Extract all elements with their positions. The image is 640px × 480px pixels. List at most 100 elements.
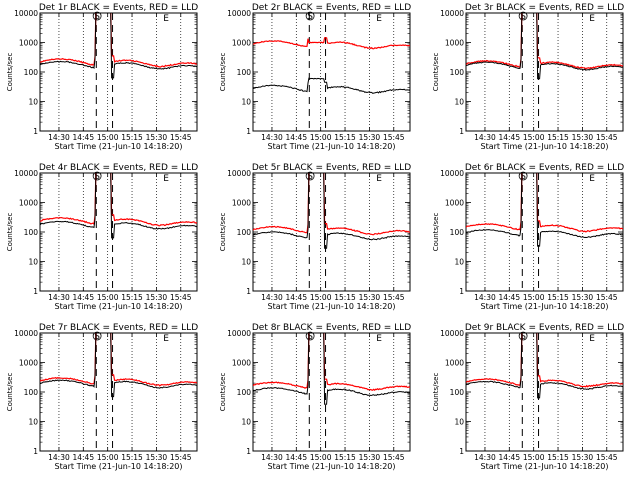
x-tick-label: 15:30 xyxy=(146,293,168,302)
end-marker-label: E xyxy=(376,14,382,24)
start-marker-label: S xyxy=(520,332,526,342)
y-tick-label: 100 xyxy=(237,68,252,77)
x-tick-label: 15:15 xyxy=(121,293,143,302)
start-marker-circle xyxy=(305,11,315,21)
x-tick-label: 15:15 xyxy=(547,453,569,462)
end-marker-label: E xyxy=(376,174,382,184)
y-tick-label: 1 xyxy=(33,447,38,456)
panel-det-7: Det 7r BLACK = Events, RED = LLD 1 10 100 10… xyxy=(6,323,198,471)
y-tick-label: 10000 xyxy=(440,329,464,338)
x-tick-label: 14:45 xyxy=(498,453,520,462)
x-tick-label: 15:00 xyxy=(310,293,332,302)
x-tick-label: 15:00 xyxy=(523,293,545,302)
y-tick-label: 1000 xyxy=(445,39,464,48)
start-marker-label: S xyxy=(94,12,100,22)
panel-det-8: Det 8r BLACK = Events, RED = LLD 1 10 100 10… xyxy=(219,323,411,471)
y-tick-label: 1 xyxy=(459,447,464,456)
y-tick-label: 100 xyxy=(450,68,465,77)
y-axis-label: Counts/sec xyxy=(219,213,227,252)
y-tick-label: 10000 xyxy=(440,169,464,178)
y-tick-label: 1000 xyxy=(19,199,38,208)
panel-title: Det 1r BLACK = Events, RED = LLD xyxy=(39,3,198,13)
y-tick-label: 100 xyxy=(24,228,39,237)
x-tick-label: 14:30 xyxy=(474,453,496,462)
y-tick-label: 1000 xyxy=(445,359,464,368)
events-series-line xyxy=(253,173,410,249)
y-axis-label: Counts/sec xyxy=(432,53,440,92)
x-axis-label: Start Time (21-Jun-10 14:18:20) xyxy=(481,142,609,151)
y-tick-label: 10 xyxy=(241,98,251,107)
y-tick-label: 1000 xyxy=(232,199,251,208)
start-marker-circle xyxy=(305,171,315,181)
events-series-line xyxy=(253,333,410,405)
x-tick-label: 15:45 xyxy=(383,133,405,142)
x-axis-label: Start Time (21-Jun-10 14:18:20) xyxy=(268,142,396,151)
y-tick-label: 1 xyxy=(246,447,251,456)
y-tick-label: 1000 xyxy=(232,359,251,368)
x-tick-label: 15:15 xyxy=(334,453,356,462)
y-tick-label: 1 xyxy=(459,287,464,296)
x-tick-label: 15:30 xyxy=(572,453,594,462)
y-axis-label: Counts/sec xyxy=(6,213,14,252)
panel-title: Det 6r BLACK = Events, RED = LLD xyxy=(465,163,624,173)
panel-det-9: Det 9r BLACK = Events, RED = LLD 1 10 100 10… xyxy=(432,323,624,471)
x-tick-label: 14:45 xyxy=(498,293,520,302)
events-series-line xyxy=(466,13,623,80)
y-tick-label: 10 xyxy=(28,258,38,267)
x-axis-label: Start Time (21-Jun-10 14:18:20) xyxy=(481,302,609,311)
x-tick-label: 14:45 xyxy=(72,293,94,302)
x-tick-label: 15:00 xyxy=(97,133,119,142)
x-tick-label: 14:45 xyxy=(498,133,520,142)
lld-series-line xyxy=(466,13,623,70)
lld-series-line xyxy=(466,333,623,388)
plot-frame xyxy=(252,12,411,132)
start-marker-label: S xyxy=(520,12,526,22)
x-tick-label: 15:45 xyxy=(596,453,618,462)
events-series-line xyxy=(466,173,623,247)
lld-series-line xyxy=(253,37,410,50)
plot-frame xyxy=(39,172,198,292)
x-axis-label: Start Time (21-Jun-10 14:18:20) xyxy=(55,462,183,471)
panel-title: Det 4r BLACK = Events, RED = LLD xyxy=(39,163,198,173)
x-tick-label: 15:00 xyxy=(310,133,332,142)
plot-frame xyxy=(465,12,624,132)
panel-det-5: Det 5r BLACK = Events, RED = LLD 1 10 100 10… xyxy=(219,163,411,311)
plot-frame xyxy=(39,12,198,132)
y-tick-label: 10 xyxy=(28,98,38,107)
panel-title: Det 9r BLACK = Events, RED = LLD xyxy=(465,323,624,333)
start-marker-label: S xyxy=(307,172,313,182)
y-axis-label: Counts/sec xyxy=(219,53,227,92)
x-tick-label: 14:45 xyxy=(285,453,307,462)
panel-title: Det 8r BLACK = Events, RED = LLD xyxy=(252,323,411,333)
lld-series-line xyxy=(40,333,197,387)
end-marker-label: E xyxy=(589,14,595,24)
y-axis-label: Counts/sec xyxy=(219,373,227,412)
events-series-line xyxy=(466,333,623,399)
y-tick-label: 100 xyxy=(24,68,39,77)
x-axis-label: Start Time (21-Jun-10 14:18:20) xyxy=(55,142,183,151)
end-marker-label: E xyxy=(376,334,382,344)
x-tick-label: 14:45 xyxy=(285,293,307,302)
y-tick-label: 10 xyxy=(454,418,464,427)
y-tick-label: 10000 xyxy=(227,169,251,178)
panel-title: Det 5r BLACK = Events, RED = LLD xyxy=(252,163,411,173)
x-tick-label: 15:45 xyxy=(596,133,618,142)
plot-frame xyxy=(39,332,198,452)
y-tick-label: 1000 xyxy=(232,39,251,48)
x-tick-label: 15:45 xyxy=(383,293,405,302)
x-tick-label: 15:45 xyxy=(170,133,192,142)
y-tick-label: 1 xyxy=(33,127,38,136)
lld-series-line xyxy=(466,173,623,233)
end-marker-label: E xyxy=(163,14,169,24)
x-tick-label: 15:00 xyxy=(97,293,119,302)
y-tick-label: 1000 xyxy=(445,199,464,208)
start-marker-circle xyxy=(518,331,528,341)
y-tick-label: 1 xyxy=(246,127,251,136)
y-tick-label: 1000 xyxy=(19,39,38,48)
y-tick-label: 1 xyxy=(33,287,38,296)
panel-title: Det 2r BLACK = Events, RED = LLD xyxy=(252,3,411,13)
end-marker-label: E xyxy=(589,334,595,344)
y-tick-label: 100 xyxy=(450,388,465,397)
end-marker-label: E xyxy=(163,334,169,344)
y-axis-label: Counts/sec xyxy=(432,213,440,252)
